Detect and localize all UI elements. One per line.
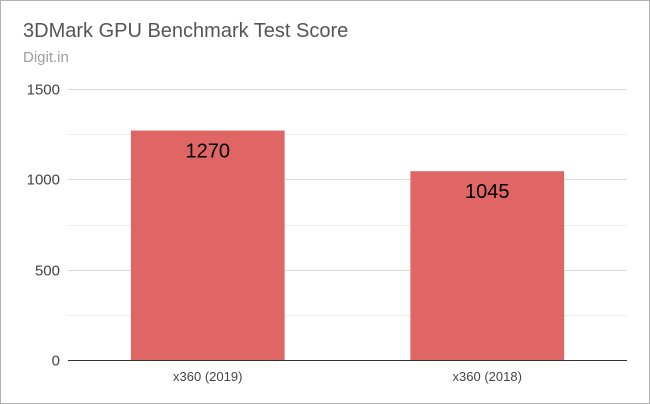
y-tick-label: 1500 bbox=[27, 82, 60, 99]
y-tick-label: 500 bbox=[35, 263, 60, 280]
bar-data-label: 1045 bbox=[465, 181, 510, 203]
x-category-label: x360 (2018) bbox=[453, 369, 522, 384]
chart-title: 3DMark GPU Benchmark Test Score bbox=[23, 20, 349, 42]
x-category-label: x360 (2019) bbox=[173, 369, 242, 384]
bar-data-label: 1270 bbox=[186, 141, 231, 163]
bar bbox=[130, 130, 285, 360]
bar bbox=[410, 171, 565, 360]
y-tick-label: 0 bbox=[52, 353, 60, 370]
y-tick-label: 1000 bbox=[27, 172, 60, 189]
chart-subtitle: Digit.in bbox=[23, 49, 69, 66]
